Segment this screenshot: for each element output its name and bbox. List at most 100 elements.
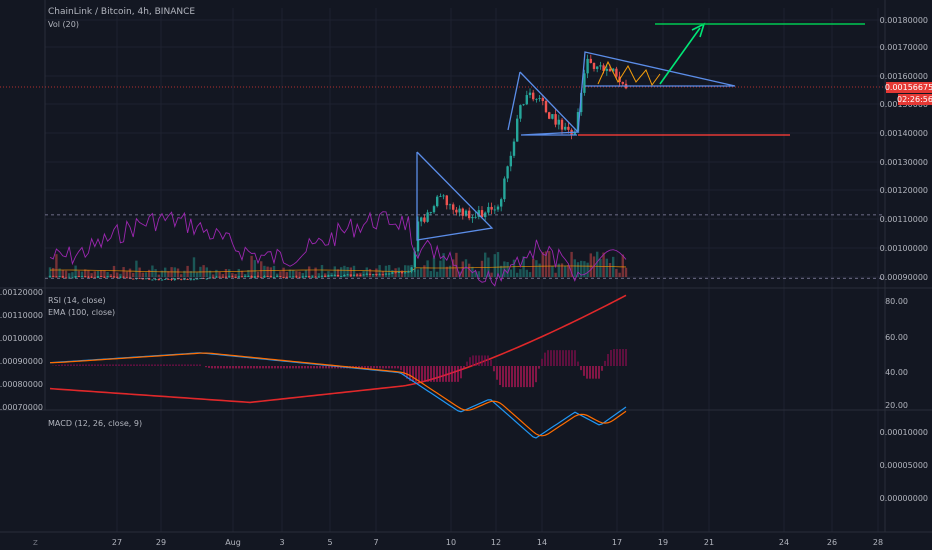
volume-bar bbox=[189, 271, 192, 277]
candle-body bbox=[557, 119, 560, 125]
volume-bar bbox=[224, 269, 228, 277]
candle-body bbox=[548, 112, 551, 119]
macd-histogram-bar bbox=[568, 350, 570, 366]
candle-body bbox=[474, 216, 477, 218]
candle-body bbox=[244, 276, 247, 278]
candle-body bbox=[180, 278, 183, 280]
volume-bar bbox=[100, 270, 103, 277]
macd-histogram-bar bbox=[268, 366, 270, 369]
macd-histogram-bar bbox=[205, 366, 207, 368]
volume-bar bbox=[263, 265, 266, 277]
volume-bar bbox=[288, 269, 292, 277]
macd-histogram-bar bbox=[220, 366, 222, 369]
macd-histogram-bar bbox=[385, 366, 387, 369]
current-price: 0.00156675 bbox=[885, 83, 932, 92]
candle-body bbox=[413, 251, 416, 268]
volume-bar bbox=[336, 269, 340, 277]
time-axis-tick: 3 bbox=[279, 538, 284, 547]
volume-bars bbox=[48, 251, 628, 277]
candle-body bbox=[340, 276, 343, 278]
candle-body bbox=[122, 276, 125, 278]
volume-bar bbox=[196, 272, 199, 277]
macd-histogram-bar bbox=[610, 350, 612, 366]
candle-body bbox=[256, 276, 260, 278]
volume-bar bbox=[596, 251, 599, 277]
volume-bar bbox=[240, 270, 244, 277]
macd-histogram-bar bbox=[277, 366, 279, 369]
macd-label: MACD (12, 26, close, 9) bbox=[48, 419, 142, 428]
macd-histogram-bar bbox=[490, 359, 492, 366]
macd-histogram-bar bbox=[577, 361, 579, 366]
volume-bar bbox=[560, 263, 564, 277]
macd-panel bbox=[49, 349, 627, 439]
volume-bar bbox=[512, 259, 516, 277]
candle-body bbox=[317, 276, 320, 278]
candle-body bbox=[199, 278, 202, 279]
macd-histogram-bar bbox=[109, 364, 111, 366]
macd-histogram-bar bbox=[382, 366, 384, 369]
candle-body bbox=[196, 278, 199, 280]
macd-histogram-bar bbox=[181, 364, 183, 366]
volume-bar bbox=[458, 271, 461, 277]
macd-histogram-bar bbox=[523, 366, 525, 388]
timezone-z[interactable]: Z bbox=[33, 539, 38, 547]
volume-bar bbox=[333, 266, 336, 277]
volume-bar bbox=[468, 263, 471, 277]
volume-bar bbox=[148, 269, 151, 277]
candle-body bbox=[388, 273, 391, 275]
ema-axis-tick: 0.00090000 bbox=[0, 357, 43, 366]
macd-histogram-bar bbox=[430, 366, 432, 382]
macd-histogram-bar bbox=[154, 364, 156, 366]
candle-body bbox=[599, 65, 602, 67]
macd-histogram-bar bbox=[502, 366, 504, 388]
volume-bar bbox=[128, 268, 132, 277]
candle-body bbox=[314, 276, 317, 278]
volume-bar bbox=[112, 265, 116, 277]
candle-body bbox=[426, 212, 429, 222]
candle-body bbox=[439, 196, 442, 198]
candle-body bbox=[448, 204, 452, 206]
candle-body bbox=[522, 104, 525, 106]
candle-body bbox=[506, 166, 509, 179]
volume-bar bbox=[247, 270, 250, 277]
candle-body bbox=[282, 277, 285, 278]
volume-bar bbox=[404, 265, 407, 277]
candle-body bbox=[336, 274, 340, 277]
candle-body bbox=[272, 277, 276, 278]
macd-histogram-bar bbox=[625, 349, 627, 366]
volume-bar bbox=[474, 271, 477, 277]
time-axis-tick: Aug bbox=[225, 538, 241, 547]
candle-body bbox=[260, 277, 263, 279]
volume-bar bbox=[116, 272, 119, 277]
candle-body bbox=[240, 276, 244, 278]
candle-body bbox=[279, 276, 282, 278]
volume-bar bbox=[234, 273, 237, 277]
volume-bar bbox=[573, 259, 576, 277]
candle-body bbox=[228, 276, 231, 278]
volume-bar bbox=[87, 270, 90, 277]
macd-histogram-bar bbox=[214, 366, 216, 369]
macd-histogram-bar bbox=[247, 366, 249, 369]
ema-axis-tick: 0.00110000 bbox=[0, 311, 43, 320]
macd-histogram-bar bbox=[112, 364, 114, 366]
candle-body bbox=[602, 65, 605, 71]
macd-histogram-bar bbox=[163, 364, 165, 366]
candle-body bbox=[327, 275, 330, 277]
candle-body bbox=[477, 210, 480, 217]
macd-histogram-bar bbox=[241, 366, 243, 369]
volume-bar bbox=[228, 269, 231, 277]
volume-bar bbox=[346, 267, 349, 277]
macd-histogram-bar bbox=[280, 366, 282, 369]
current-price-tag bbox=[886, 82, 932, 93]
volume-bar bbox=[599, 259, 602, 277]
candle-body bbox=[519, 105, 522, 119]
volume-bar bbox=[484, 252, 487, 277]
macd-histogram-bar bbox=[487, 355, 489, 366]
macd-histogram-bar bbox=[61, 364, 63, 366]
candle-body bbox=[157, 279, 160, 281]
volume-bar bbox=[349, 267, 352, 277]
volume-label: Vol (20) bbox=[48, 20, 79, 29]
volume-bar bbox=[432, 257, 436, 277]
volume-bar bbox=[256, 271, 260, 277]
